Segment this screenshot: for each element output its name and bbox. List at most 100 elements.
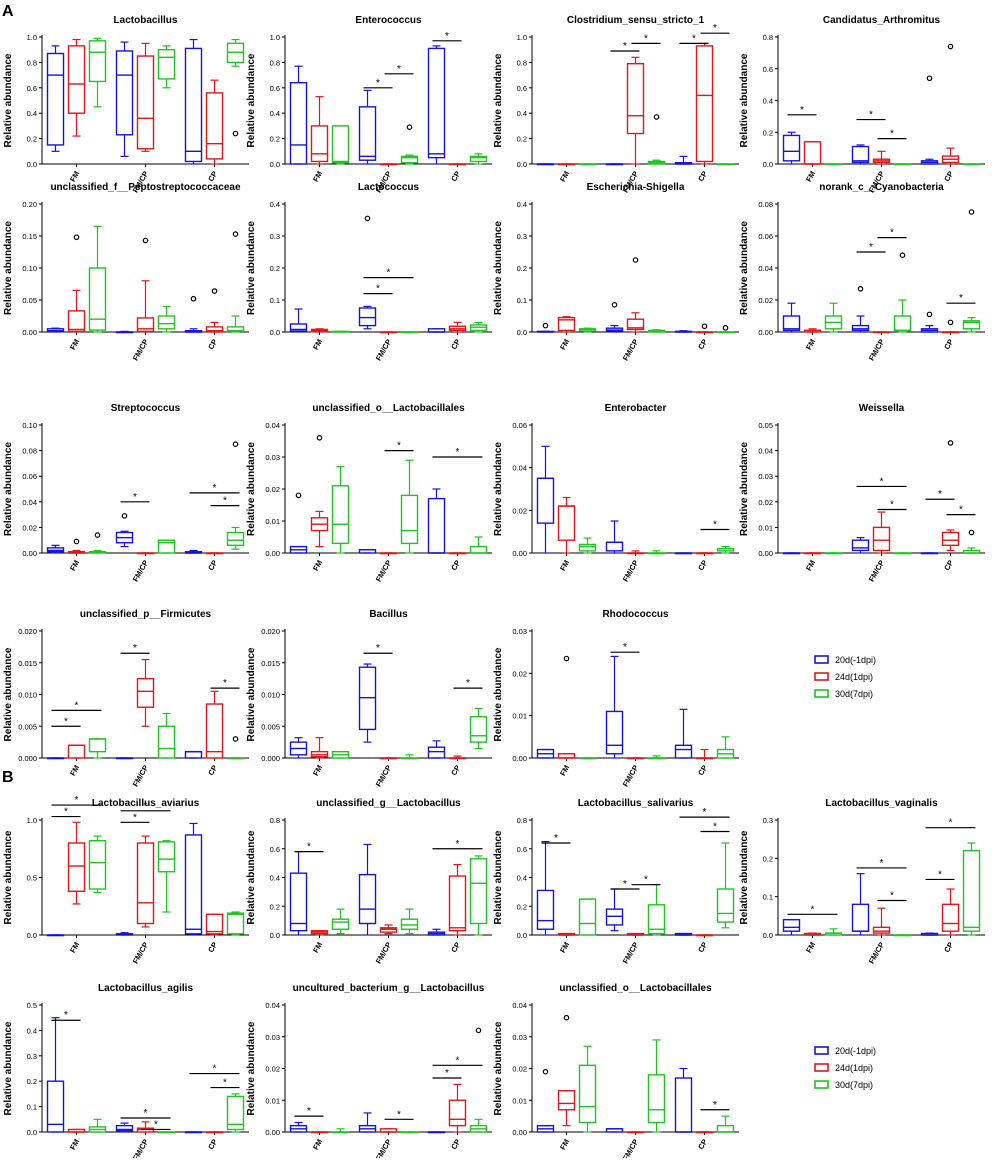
box-CP-1: [695, 748, 714, 760]
box-CP-0: [427, 928, 446, 936]
y-tick-label: 0.2: [270, 135, 280, 144]
y-tick-label: 0.15: [22, 232, 37, 241]
x-tick-label: CP: [942, 338, 955, 352]
y-tick-label: 0.1: [763, 893, 773, 902]
box-iqr: [358, 873, 377, 925]
box-iqr: [157, 725, 176, 759]
box-FM/CP-1: [379, 757, 398, 760]
chart-10: unclassified_o__Lactobacillales Relative …: [246, 403, 492, 583]
y-tick-label: 0.3: [270, 232, 280, 241]
box-FM-0: [46, 757, 65, 760]
legend-a: 20d(-1dpi) 24d(1dpi) 30d(7dpi): [814, 655, 876, 699]
box-iqr: [289, 872, 308, 932]
x-tick-label: CP: [206, 170, 219, 184]
outlier-point: [542, 1068, 549, 1075]
y-tick-label: 0.03: [512, 627, 527, 636]
box-FM-0: [782, 131, 801, 165]
box-FM-2: [824, 163, 843, 166]
x-tick-label: FM: [804, 338, 817, 352]
y-axis-label: Relative abundance: [3, 1021, 14, 1115]
box-FM/CP-1: [136, 42, 155, 152]
chart-title: Lactococcus: [358, 182, 420, 193]
box-iqr: [557, 316, 576, 332]
chart-15: Rhodococcus Relative abundance 0.00 0.01 0.0…: [493, 609, 739, 788]
significance-star: *: [466, 678, 470, 689]
x-tick-label: FM: [804, 941, 817, 955]
box-iqr: [469, 858, 488, 925]
x-tick-label: FM/CP: [131, 764, 150, 789]
box-FM-2: [331, 466, 350, 554]
y-tick-label: 0.3: [517, 232, 527, 241]
box-CP-0: [674, 552, 693, 555]
significance-star: *: [213, 1064, 217, 1075]
box-CP-0: [674, 932, 693, 936]
y-tick-label: 0.015: [261, 659, 280, 668]
box-iqr: [605, 710, 624, 755]
y-axis-label: Relative abundance: [246, 647, 257, 741]
box-FM/CP-2: [157, 840, 176, 913]
box-FM-0: [46, 327, 65, 333]
y-tick-label: 0.0: [27, 931, 37, 940]
box-CP-2: [469, 855, 488, 936]
x-tick-label: CP: [449, 559, 462, 573]
y-tick-label: 0.2: [270, 264, 280, 273]
box-FM/CP-2: [647, 1039, 666, 1133]
box-FM-2: [331, 330, 350, 333]
legend-b: 20d(-1dpi) 24d(1dpi) 30d(7dpi): [814, 1046, 876, 1090]
x-tick-label: FM: [558, 338, 571, 352]
box-iqr: [184, 47, 203, 163]
box-CP-1: [205, 1131, 224, 1134]
x-tick-label: FM/CP: [131, 559, 150, 584]
box-CP-0: [920, 932, 939, 936]
box-iqr: [136, 677, 155, 708]
box-CP-0: [674, 330, 693, 333]
x-tick-label: CP: [449, 338, 462, 352]
box-iqr: [427, 497, 446, 554]
box-FM-0: [536, 163, 555, 166]
box-FM/CP-1: [379, 924, 398, 935]
outlier-point: [73, 538, 80, 545]
box-FM/CP-1: [872, 511, 891, 554]
significance-star: *: [144, 801, 148, 812]
box-FM-0: [536, 840, 555, 936]
y-tick-label: 0.02: [265, 1065, 280, 1074]
box-FM/CP-2: [157, 712, 176, 759]
chart-title: unclassified_p__Firmicutes: [80, 609, 212, 620]
outlier-point: [295, 492, 302, 499]
box-iqr: [136, 317, 155, 333]
x-tick-label: FM/CP: [867, 941, 886, 966]
outlier-point: [947, 440, 954, 446]
y-tick-label: 0.000: [261, 754, 280, 763]
x-tick-label: FM: [558, 559, 571, 573]
chart-title: Bacillus: [369, 609, 408, 620]
y-tick-label: 0.02: [758, 296, 773, 305]
box-FM-1: [310, 1131, 329, 1134]
box-FM-2: [88, 37, 107, 108]
x-tick-label: CP: [696, 1138, 709, 1152]
y-tick-label: 1.0: [27, 816, 37, 825]
box-CP-0: [184, 822, 203, 936]
outlier-point: [232, 231, 239, 237]
x-tick-label: FM: [311, 559, 324, 573]
box-FM-0: [289, 65, 308, 165]
box-iqr: [448, 1099, 467, 1127]
chart-6: Lactococcus Relative abundance 0.0 0.1 0.2 0.…: [246, 182, 492, 362]
x-tick-label: FM/CP: [131, 941, 150, 966]
outlier-point: [563, 655, 570, 662]
y-tick-label: 0.0: [517, 160, 527, 169]
chart-16: Lactobacillus_aviarius Relative abundance…: [3, 795, 249, 965]
box-FM-0: [782, 552, 801, 555]
y-tick-label: 0.020: [261, 627, 280, 636]
x-tick-label: FM/CP: [621, 338, 640, 363]
outlier-point: [190, 295, 197, 302]
y-tick-label: 0.04: [512, 1001, 527, 1010]
box-FM-1: [67, 1128, 86, 1133]
box-CP-0: [427, 328, 446, 333]
box-CP-0: [184, 1131, 203, 1134]
x-tick-label: FM/CP: [867, 338, 886, 363]
box-iqr: [226, 1095, 245, 1131]
box-FM-1: [557, 496, 576, 554]
significance-star: *: [397, 1109, 401, 1120]
y-tick-label: 0.0: [763, 160, 773, 169]
chart-title: unclassified_f__Peptostreptococcaceae: [50, 182, 241, 193]
